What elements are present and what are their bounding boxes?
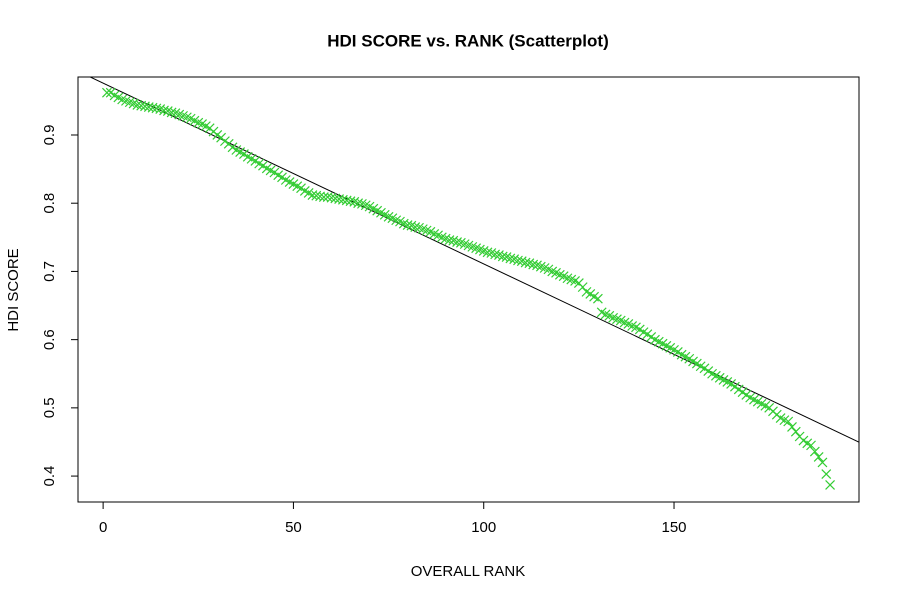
point xyxy=(821,469,832,479)
point xyxy=(505,253,516,264)
point xyxy=(345,196,356,207)
y-tick-label: 0.5 xyxy=(41,397,58,418)
y-axis-label: HDI SCORE xyxy=(5,248,22,331)
point xyxy=(102,87,112,98)
point xyxy=(790,426,801,437)
point xyxy=(825,480,835,490)
x-axis-label: OVERALL RANK xyxy=(411,563,526,580)
point xyxy=(482,247,493,258)
point xyxy=(806,440,816,451)
point xyxy=(592,293,603,304)
point xyxy=(490,249,501,260)
y-tick-label: 0.6 xyxy=(41,329,58,350)
y-tick-label: 0.9 xyxy=(41,125,58,146)
point xyxy=(159,105,169,116)
point xyxy=(817,457,828,468)
point xyxy=(783,416,794,427)
point xyxy=(513,255,523,266)
x-tick-label: 100 xyxy=(471,519,496,536)
y-tick-label: 0.8 xyxy=(41,193,58,214)
point xyxy=(315,191,325,202)
point xyxy=(787,422,797,432)
point xyxy=(452,237,463,248)
point xyxy=(166,107,177,118)
point xyxy=(813,452,824,462)
point xyxy=(410,222,421,233)
plot-area xyxy=(89,77,859,490)
point xyxy=(497,251,508,262)
point xyxy=(520,257,531,268)
point xyxy=(528,259,539,270)
point xyxy=(444,235,455,245)
point xyxy=(809,446,820,457)
y-tick-label: 0.7 xyxy=(41,261,58,282)
y-tick-label: 0.4 xyxy=(41,466,58,487)
x-tick-label: 50 xyxy=(285,519,302,536)
point xyxy=(318,192,329,202)
point xyxy=(402,220,413,230)
point xyxy=(151,103,162,114)
x-tick-label: 150 xyxy=(662,519,687,536)
x-tick-label: 0 xyxy=(99,519,107,536)
point xyxy=(353,198,364,209)
chart-title: HDI SCORE vs. RANK (Scatterplot) xyxy=(327,31,608,50)
